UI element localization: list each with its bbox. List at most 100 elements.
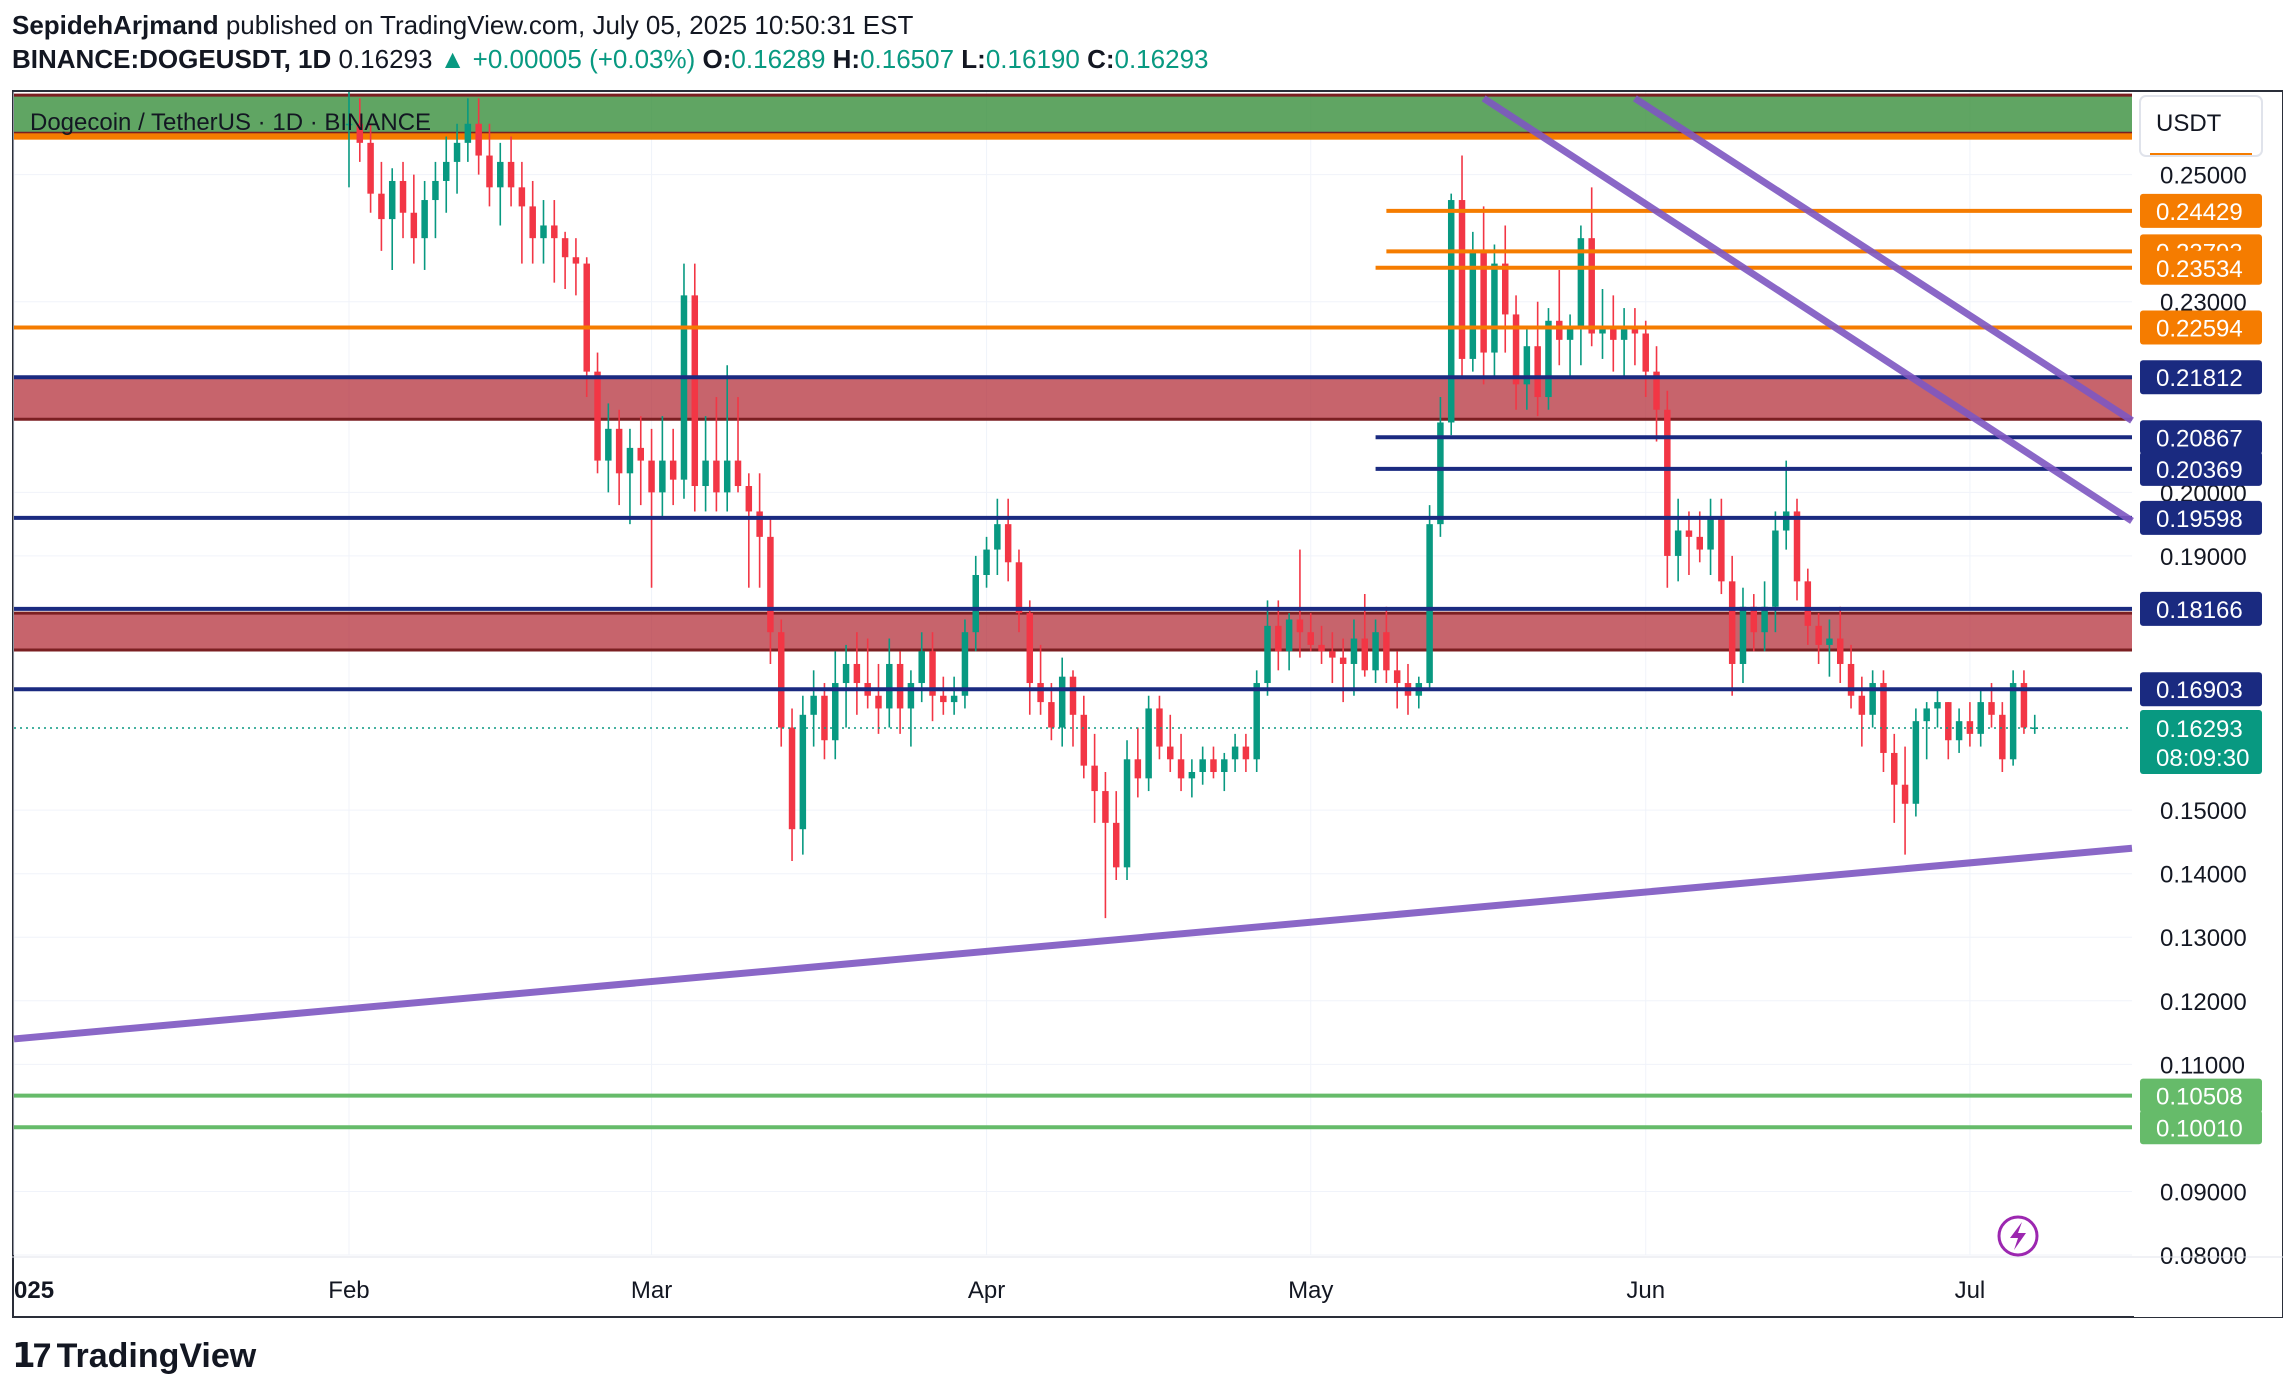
published-text: published on TradingView.com, July 05, 2… bbox=[225, 10, 914, 40]
up-triangle-icon: ▲ bbox=[439, 44, 466, 74]
candle-body bbox=[378, 193, 385, 220]
brand-name: TradingView bbox=[56, 1336, 257, 1375]
candle-body bbox=[561, 238, 569, 258]
y-tick-label: 0.13000 bbox=[2160, 925, 2247, 952]
candle-body bbox=[680, 295, 688, 480]
open-value: 0.16289 bbox=[731, 44, 826, 74]
price-label: 0.21812 bbox=[2156, 365, 2243, 392]
candle-body bbox=[464, 123, 472, 143]
price-label-bg bbox=[2140, 1110, 2262, 1145]
candle-body bbox=[1329, 651, 1336, 658]
candle-body bbox=[1674, 530, 1682, 556]
price-label-bg bbox=[2140, 591, 2262, 626]
candle-body bbox=[1945, 702, 1952, 741]
candle-body bbox=[1458, 200, 1466, 359]
candle-body bbox=[983, 549, 990, 575]
candle-body bbox=[1815, 625, 1822, 645]
candle-body bbox=[486, 155, 493, 188]
candle-body bbox=[799, 714, 807, 830]
candle-body bbox=[637, 447, 644, 461]
candle-body bbox=[940, 695, 947, 703]
price-axis[interactable]: 0.250000.230000.200000.190000.150000.140… bbox=[2134, 92, 2282, 1317]
candle-body bbox=[1339, 657, 1347, 664]
candle-body bbox=[1966, 721, 1974, 734]
candle-body bbox=[1934, 702, 1941, 709]
price-label-bg bbox=[2140, 672, 2262, 707]
candle-body bbox=[1112, 822, 1120, 868]
lightning-icon[interactable] bbox=[1997, 1215, 2039, 1257]
candle-body bbox=[950, 695, 958, 703]
candle-body bbox=[1653, 371, 1660, 410]
levels-layer bbox=[14, 208, 2132, 1130]
candle-body bbox=[1566, 327, 1574, 340]
candle-body bbox=[1372, 632, 1379, 671]
zones-layer bbox=[14, 93, 2132, 652]
y-tick-label: 0.19000 bbox=[2160, 544, 2247, 571]
candle-body bbox=[659, 460, 666, 493]
ohlc-line: BINANCE:DOGEUSDT, 1D 0.16293 ▲ +0.00005 … bbox=[12, 42, 1208, 76]
tradingview-logo[interactable]: 𝟭7 TradingView bbox=[12, 1336, 256, 1376]
candle-body bbox=[896, 663, 904, 709]
candle-body bbox=[2031, 727, 2038, 730]
candle-body bbox=[1447, 200, 1455, 423]
symbol-label: BINANCE:DOGEUSDT, 1D bbox=[12, 44, 332, 74]
candle-body bbox=[1718, 517, 1725, 582]
candle-body bbox=[1858, 695, 1866, 715]
candle-body bbox=[745, 486, 753, 512]
candle-body bbox=[605, 428, 612, 461]
candle-body bbox=[1069, 676, 1077, 715]
y-tick-label: 0.25000 bbox=[2160, 163, 2247, 190]
chart-legend-title: Dogecoin / TetherUS · 1D · BINANCE bbox=[30, 109, 431, 136]
candle-body bbox=[1469, 250, 1477, 359]
candle-body bbox=[1999, 714, 2006, 760]
candle-body bbox=[1048, 702, 1055, 728]
candle-body bbox=[1393, 670, 1401, 684]
candle-body bbox=[626, 447, 634, 474]
current-price-label-bg bbox=[2140, 709, 2262, 774]
candle-body bbox=[1696, 536, 1703, 550]
candle-body bbox=[1156, 708, 1163, 747]
candle-body bbox=[1988, 702, 1995, 715]
candle-body bbox=[551, 225, 558, 239]
candle-body bbox=[1134, 759, 1142, 779]
x-tick-label: Feb bbox=[328, 1277, 369, 1304]
zone-green bbox=[14, 95, 2132, 134]
candle-body bbox=[1804, 581, 1812, 626]
low-label: L: bbox=[961, 44, 986, 74]
candle-body bbox=[1588, 238, 1595, 334]
candle-body bbox=[1772, 530, 1779, 607]
candle-body bbox=[1426, 524, 1433, 684]
price-label: 0.23534 bbox=[2156, 256, 2243, 283]
x-tick-label: Mar bbox=[631, 1277, 672, 1304]
author-name[interactable]: SepidehArjmand bbox=[12, 10, 219, 40]
candle-body bbox=[529, 206, 536, 239]
candle-body bbox=[972, 574, 979, 633]
candle-body bbox=[821, 695, 828, 741]
candle-body bbox=[1491, 263, 1498, 353]
candle-body bbox=[1880, 683, 1887, 753]
price-label: 0.19598 bbox=[2156, 506, 2243, 533]
currency-button[interactable]: USDT bbox=[2139, 95, 2263, 157]
candle-body bbox=[518, 187, 526, 207]
candle-body bbox=[421, 200, 428, 239]
x-tick-label: Apr bbox=[968, 1277, 1005, 1304]
price-label-bg bbox=[2140, 500, 2262, 535]
x-tick-label: May bbox=[1288, 1277, 1333, 1304]
candle-body bbox=[875, 695, 882, 709]
time-axis[interactable]: 025 Feb Mar Apr May Jun Jul bbox=[12, 1256, 2283, 1304]
candle-body bbox=[1826, 638, 1833, 645]
candle-body bbox=[1350, 638, 1358, 664]
candle-body bbox=[1847, 663, 1855, 696]
candle-body bbox=[842, 663, 850, 684]
candle-body bbox=[1685, 530, 1693, 537]
price-label-bg bbox=[2140, 1078, 2262, 1113]
price-label: 0.10508 bbox=[2156, 1084, 2243, 1111]
candle-body bbox=[1610, 327, 1617, 340]
candle-body bbox=[832, 683, 839, 741]
candle-body bbox=[1296, 619, 1304, 633]
candle-body bbox=[583, 263, 590, 372]
publish-line: SepidehArjmand published on TradingView.… bbox=[12, 8, 1208, 42]
open-label: O: bbox=[702, 44, 732, 74]
candles-layer bbox=[345, 92, 2038, 919]
